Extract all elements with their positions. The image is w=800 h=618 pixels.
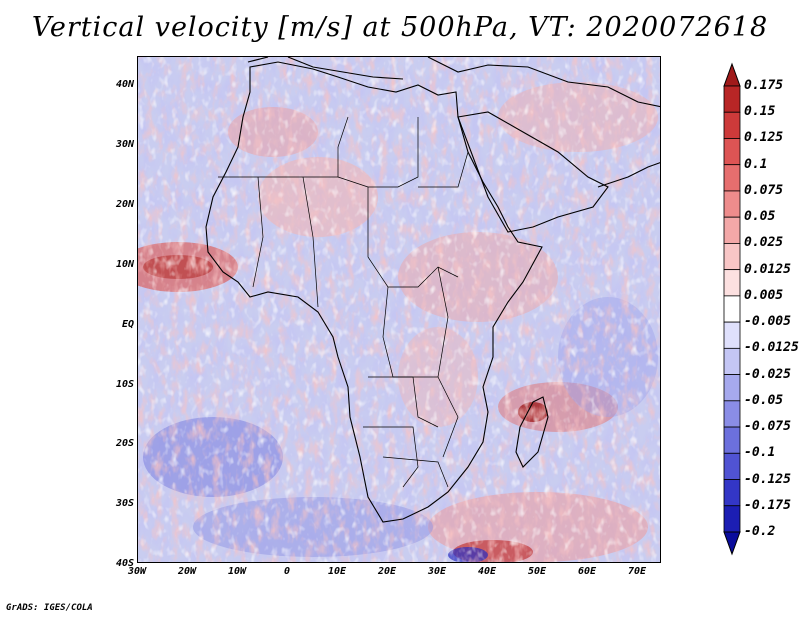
colorbar-segment <box>723 426 741 454</box>
colorbar-label: -0.0125 <box>744 340 799 356</box>
colorbar-segment <box>723 295 741 323</box>
map-panel <box>137 56 661 563</box>
colorbar-label: 0.175 <box>744 78 784 93</box>
colorbar-segment <box>723 111 741 139</box>
colorbar-segment <box>723 190 741 218</box>
colorbar-label: -0.075 <box>744 419 791 435</box>
colorbar-segment <box>723 452 741 480</box>
colorbar-label: -0.05 <box>744 392 784 408</box>
lat-label: 10S <box>115 379 134 390</box>
lon-label: 30W <box>127 566 147 577</box>
colorbar-label: -0.125 <box>744 471 791 487</box>
colorbar-segment <box>723 479 741 507</box>
lat-label: 30S <box>115 498 134 509</box>
colorbar-label: -0.2 <box>744 524 776 539</box>
colorbar-segment <box>723 505 741 533</box>
lat-label: 40N <box>115 79 134 90</box>
colorbar <box>723 62 741 556</box>
colorbar-label: 0.005 <box>744 287 784 303</box>
colorbar-label: -0.025 <box>744 366 791 382</box>
colorbar-segment <box>723 374 741 402</box>
colorbar-graphic <box>723 62 741 556</box>
lon-label: 60E <box>577 566 597 577</box>
colorbar-label: 0.0125 <box>744 261 791 277</box>
map-title: Vertical velocity [m/s] at 500hPa, VT: 2… <box>31 12 769 43</box>
colorbar-label: 0.025 <box>744 235 784 251</box>
lon-label: 20E <box>377 566 397 577</box>
lon-label: 20W <box>177 566 197 577</box>
lon-label: 30E <box>427 566 447 577</box>
colorbar-segment <box>723 400 741 428</box>
lon-label: 70E <box>627 566 647 577</box>
colorbar-label: 0.125 <box>744 130 784 146</box>
lon-label: 10E <box>327 566 347 577</box>
velocity-field <box>138 57 660 562</box>
lat-label: 10N <box>115 259 134 270</box>
lon-label: 10W <box>227 566 247 577</box>
colorbar-label: -0.175 <box>744 497 791 513</box>
lat-label: 40S <box>115 558 134 569</box>
colorbar-segment <box>723 243 741 271</box>
colorbar-segment <box>723 347 741 375</box>
colorbar-label: -0.005 <box>744 314 791 330</box>
lat-label: EQ <box>121 319 134 330</box>
colorbar-label: 0.075 <box>744 182 784 198</box>
colorbar-segment <box>723 138 741 166</box>
lat-label: 20N <box>115 199 134 210</box>
lon-label: 40E <box>477 566 497 577</box>
colorbar-segment <box>723 321 741 349</box>
colorbar-label: 0.1 <box>744 156 768 172</box>
lat-label: 20S <box>115 438 134 449</box>
colorbar-segment <box>723 164 741 192</box>
coastlines <box>205 57 660 523</box>
colorbar-label: -0.1 <box>744 445 776 461</box>
colorbar-label: 0.15 <box>744 104 776 120</box>
colorbar-segment <box>723 85 741 113</box>
colorbar-label: 0.05 <box>744 209 776 225</box>
colorbar-segment <box>723 269 741 297</box>
lon-label: 50E <box>527 566 547 577</box>
credit-text: GrADS: IGES/COLA <box>6 603 93 613</box>
lon-label: 0 <box>283 566 291 577</box>
lat-label: 30N <box>115 139 134 150</box>
colorbar-bottom-arrow <box>723 531 741 556</box>
colorbar-top-arrow <box>723 62 741 87</box>
country-borders <box>218 116 469 488</box>
colorbar-segment <box>723 216 741 244</box>
